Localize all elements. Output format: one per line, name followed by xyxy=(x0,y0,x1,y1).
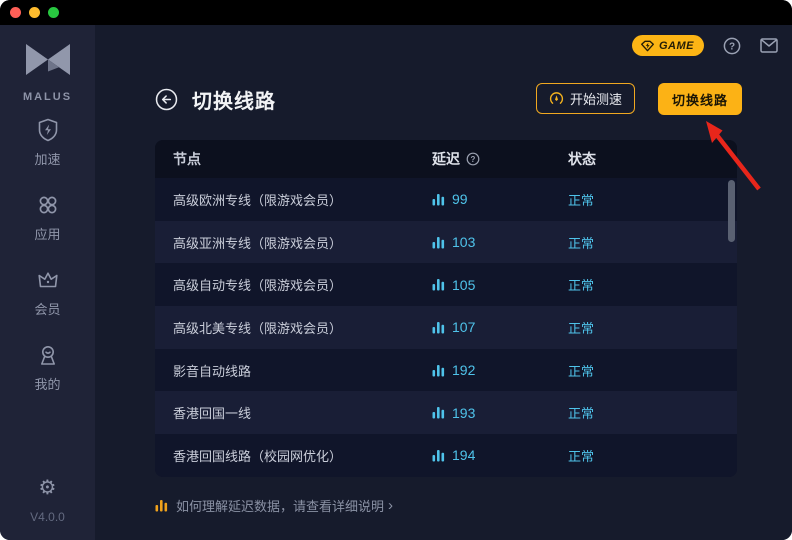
sidebar-item-label: 加速 xyxy=(34,152,61,167)
sidebar-item-profile[interactable]: 我的 xyxy=(0,342,95,393)
speed-test-button[interactable]: 开始测速 xyxy=(535,83,635,114)
status-value: 正常 xyxy=(568,192,595,208)
sidebar-item-label: 应用 xyxy=(34,227,61,242)
signal-bars-icon xyxy=(432,236,445,249)
node-name: 影音自动线路 xyxy=(173,363,252,379)
signal-bars-icon xyxy=(432,279,445,291)
help-button[interactable]: ? xyxy=(723,37,741,55)
gem-bolt-icon xyxy=(641,40,654,51)
latency-cell: 99 xyxy=(432,191,568,207)
node-name: 香港回国一线 xyxy=(173,406,252,422)
malus-logo-icon xyxy=(25,44,70,75)
back-arrow-icon xyxy=(155,88,178,111)
page-title: 切换线路 xyxy=(192,91,276,113)
table-row[interactable]: 高级自动专线（限游戏会员） 105 正常 xyxy=(155,263,737,307)
table-row[interactable]: 高级北美专线（限游戏会员） 107 正常 xyxy=(155,306,737,349)
table-row[interactable]: 高级欧洲专线（限游戏会员） 99 正常 xyxy=(155,178,737,221)
node-name: 高级北美专线（限游戏会员） xyxy=(173,320,343,336)
svg-text:?: ? xyxy=(471,155,476,164)
close-button[interactable] xyxy=(10,7,21,18)
column-status: 状态 xyxy=(568,151,596,167)
speed-test-label: 开始测速 xyxy=(569,92,622,107)
mail-icon xyxy=(760,38,778,53)
column-latency: 延迟 ? xyxy=(432,149,568,169)
latency-value: 105 xyxy=(452,276,476,293)
table-scrollbar[interactable] xyxy=(728,180,735,242)
latency-cell: 103 xyxy=(432,234,568,250)
latency-value: 99 xyxy=(452,191,468,208)
main-content: GAME ? xyxy=(95,25,792,540)
table-row[interactable]: 影音自动线路 192 正常 xyxy=(155,348,737,392)
latency-value: 192 xyxy=(452,362,476,379)
minimize-button[interactable] xyxy=(29,7,40,18)
latency-value: 194 xyxy=(452,447,476,464)
line-table: 节点 延迟 ? 状态 高级欧洲专线（限游戏会员） xyxy=(155,140,737,477)
latency-value: 103 xyxy=(452,234,476,251)
app-version: V4.0.0 xyxy=(30,510,65,524)
speedometer-icon xyxy=(549,92,564,104)
latency-value: 193 xyxy=(452,404,476,421)
svg-text:?: ? xyxy=(729,41,735,52)
sidebar-item-label: 我的 xyxy=(34,377,61,392)
switch-line-button[interactable]: 切换线路 xyxy=(657,83,742,115)
messages-button[interactable] xyxy=(760,38,778,53)
title-bar xyxy=(0,0,792,25)
signal-bars-icon xyxy=(432,364,445,377)
profile-icon xyxy=(40,346,55,365)
settings-gear-icon[interactable]: ⚙ xyxy=(38,477,57,499)
app-logo: MALUS xyxy=(0,43,95,103)
status-value: 正常 xyxy=(568,235,595,251)
sidebar-item-label: 会员 xyxy=(34,302,61,317)
signal-bars-icon xyxy=(432,449,445,462)
logo-text: MALUS xyxy=(22,91,73,103)
signal-bars-icon xyxy=(432,321,445,334)
latency-value: 107 xyxy=(452,319,476,336)
chevron-right-icon: › xyxy=(388,497,394,514)
node-name: 高级亚洲专线（限游戏会员） xyxy=(173,235,343,251)
node-name: 香港回国线路（校园网优化） xyxy=(173,448,343,464)
game-plan-badge[interactable]: GAME xyxy=(632,35,704,56)
sidebar: MALUS 加速 应用 会员 xyxy=(0,25,95,540)
latency-cell: 192 xyxy=(432,362,568,378)
latency-cell: 194 xyxy=(432,447,568,463)
topbar-actions: GAME ? xyxy=(632,35,778,56)
table-body: 高级欧洲专线（限游戏会员） 99 正常 高级亚洲专线（限游戏会员） xyxy=(155,178,737,477)
help-icon: ? xyxy=(723,37,741,54)
table-row[interactable]: 香港回国线路（校园网优化） 194 正常 xyxy=(155,434,737,477)
status-value: 正常 xyxy=(568,363,595,379)
status-value: 正常 xyxy=(568,406,595,422)
shield-bolt-icon xyxy=(38,118,57,142)
signal-bars-orange-icon xyxy=(155,500,168,512)
header-buttons: 开始测速 切换线路 xyxy=(535,83,742,115)
sidebar-item-accelerate[interactable]: 加速 xyxy=(0,117,95,168)
apps-icon xyxy=(39,196,56,214)
signal-bars-icon xyxy=(432,193,445,206)
zoom-button[interactable] xyxy=(48,7,59,18)
latency-cell: 193 xyxy=(432,405,568,421)
page-header: 切换线路 xyxy=(155,85,276,114)
latency-help-link[interactable]: 如何理解延迟数据，请查看详细说明 › xyxy=(176,497,394,514)
node-name: 高级欧洲专线（限游戏会员） xyxy=(173,192,343,208)
column-node: 节点 xyxy=(173,151,201,167)
game-badge-label: GAME xyxy=(659,39,694,52)
status-value: 正常 xyxy=(568,320,595,336)
sidebar-item-membership[interactable]: 会员 xyxy=(0,267,95,318)
table-header: 节点 延迟 ? 状态 xyxy=(155,140,737,178)
latency-info-icon[interactable]: ? xyxy=(466,152,480,166)
node-name: 高级自动专线（限游戏会员） xyxy=(173,278,343,294)
latency-cell: 107 xyxy=(432,319,568,335)
status-value: 正常 xyxy=(568,448,595,464)
signal-bars-icon xyxy=(432,407,445,419)
back-button[interactable] xyxy=(155,88,178,111)
sidebar-item-apps[interactable]: 应用 xyxy=(0,192,95,243)
latency-help-hint: 如何理解延迟数据，请查看详细说明 › xyxy=(155,496,393,515)
status-value: 正常 xyxy=(568,278,595,294)
latency-cell: 105 xyxy=(432,277,568,293)
table-row[interactable]: 高级亚洲专线（限游戏会员） 103 正常 xyxy=(155,220,737,264)
crown-icon xyxy=(37,272,58,288)
table-row[interactable]: 香港回国一线 193 正常 xyxy=(155,391,737,435)
